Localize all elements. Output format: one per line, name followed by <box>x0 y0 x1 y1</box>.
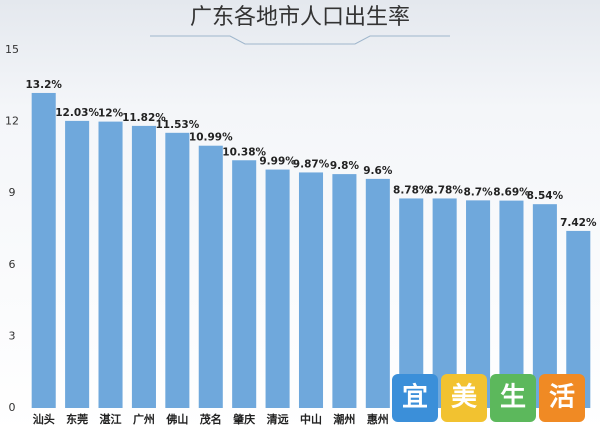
bar <box>98 121 123 408</box>
y-tick-label: 9 <box>9 186 16 199</box>
watermark-tile <box>441 374 487 422</box>
bar <box>499 200 524 408</box>
value-label: 11.53% <box>155 119 199 131</box>
bar <box>65 120 90 408</box>
x-tick-label: 肇庆 <box>232 412 255 426</box>
value-label: 8.54% <box>527 190 564 202</box>
value-label: 7.42% <box>560 217 597 229</box>
x-tick-label: 湛江 <box>100 412 122 426</box>
y-tick-label: 6 <box>9 258 16 271</box>
bar <box>432 198 457 408</box>
x-tick-label: 东莞 <box>66 412 88 426</box>
bar <box>165 132 190 409</box>
bar <box>298 172 324 408</box>
bar <box>466 200 491 408</box>
watermark-text: 宜 <box>402 382 428 413</box>
value-label: 8.69% <box>493 187 530 199</box>
x-tick-label: 汕头 <box>33 412 55 426</box>
bar <box>131 125 156 409</box>
y-tick-label: 15 <box>5 43 19 56</box>
value-label: 8.7% <box>463 186 493 198</box>
x-tick-label: 清远 <box>267 412 289 426</box>
y-tick-label: 3 <box>9 329 16 342</box>
bar <box>198 145 223 409</box>
bar <box>232 160 257 408</box>
value-label: 13.2% <box>25 79 62 91</box>
y-tick-label: 0 <box>9 401 16 414</box>
x-tick-label: 茂名 <box>200 412 222 426</box>
value-label: 12% <box>98 108 124 120</box>
chart-title: 广东各地市人口出生率 <box>190 5 410 30</box>
bar <box>31 92 56 409</box>
watermark-text: 活 <box>549 383 575 413</box>
watermark-text: 生 <box>500 383 526 413</box>
x-tick-label: 佛山 <box>165 412 188 426</box>
value-label: 8.78% <box>426 184 463 196</box>
bar <box>365 178 390 408</box>
value-label: 11.82% <box>122 112 166 124</box>
title-decoration <box>150 35 450 45</box>
value-label: 12.03% <box>55 107 99 119</box>
bar <box>399 198 424 408</box>
value-label: 10.99% <box>189 132 233 144</box>
bar <box>265 169 290 408</box>
x-tick-label: 潮州 <box>333 412 355 426</box>
x-tick-label: 广州 <box>133 412 155 426</box>
x-tick-label: 中山 <box>300 412 322 426</box>
watermark-tile <box>539 374 585 422</box>
value-label: 8.78% <box>393 184 430 196</box>
value-label: 9.99% <box>259 156 296 168</box>
bar <box>332 174 357 408</box>
watermark-tile <box>490 374 536 422</box>
watermark: 宜 美 生 活 <box>392 374 585 422</box>
value-label: 9.6% <box>363 165 393 177</box>
watermark-text: 美 <box>451 382 477 413</box>
watermark-tile <box>392 374 438 422</box>
value-label: 9.8% <box>330 160 360 172</box>
y-tick-label: 12 <box>5 115 19 128</box>
value-label: 10.38% <box>222 146 266 158</box>
x-tick-label: 惠州 <box>367 412 389 426</box>
value-label: 9.87% <box>293 158 330 170</box>
